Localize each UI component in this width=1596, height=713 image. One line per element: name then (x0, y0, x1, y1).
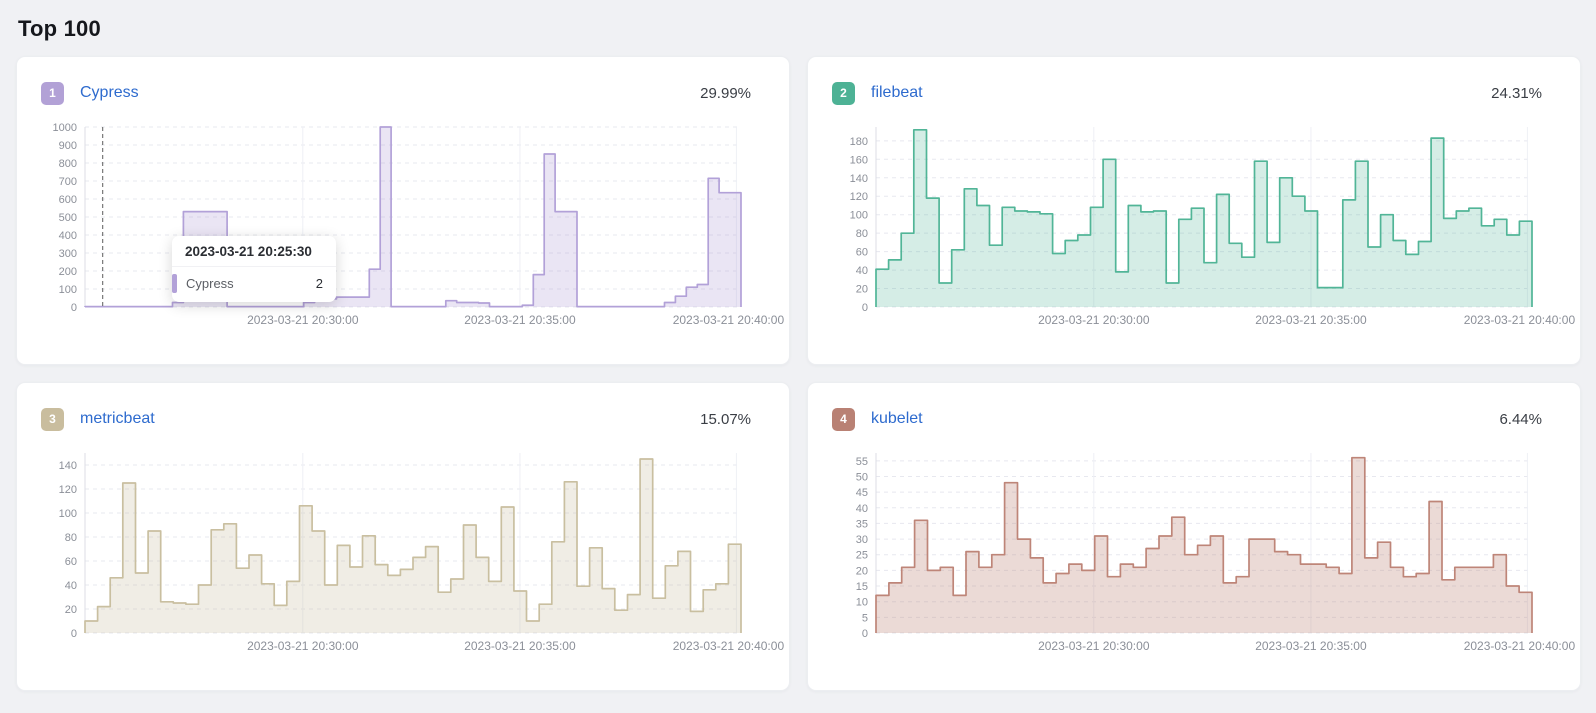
svg-text:2023-03-21 20:35:00: 2023-03-21 20:35:00 (1255, 639, 1367, 653)
series-link-filebeat[interactable]: filebeat (871, 84, 923, 101)
tooltip-series-row: Cypress 2 (172, 274, 336, 293)
svg-text:2023-03-21 20:30:00: 2023-03-21 20:30:00 (1038, 313, 1150, 327)
svg-text:40: 40 (856, 265, 868, 277)
svg-text:700: 700 (59, 176, 77, 188)
svg-text:25: 25 (856, 550, 868, 562)
svg-text:2023-03-21 20:30:00: 2023-03-21 20:30:00 (247, 639, 359, 653)
svg-text:55: 55 (856, 456, 868, 468)
filebeat-time-series-chart[interactable]: 0 20 40 60 80 100 120 140 160 180 2023-03-21 20:30… (832, 117, 1576, 331)
svg-text:60: 60 (856, 247, 868, 259)
svg-text:10: 10 (856, 597, 868, 609)
chart-area-filebeat: 0 20 40 60 80 100 120 140 160 180 2023-03-21 20:30… (832, 117, 1575, 331)
chart-tooltip: 2023-03-21 20:25:30 Cypress 2 (172, 236, 336, 302)
svg-text:500: 500 (59, 212, 77, 224)
chart-area-kubelet: 0 5 10 15 20 25 30 35 40 45 50 55 2023-03-21 20:30:0… (832, 443, 1575, 657)
svg-text:180: 180 (850, 136, 868, 148)
card-header: 1 Cypress 29.99% (41, 81, 765, 105)
svg-text:2023-03-21 20:35:00: 2023-03-21 20:35:00 (464, 313, 576, 327)
percent-value: 29.99% (700, 84, 751, 102)
svg-text:2023-03-21 20:40:00: 2023-03-21 20:40:00 (673, 313, 785, 327)
card-header: 4 kubelet 6.44% (832, 407, 1556, 431)
tooltip-series-value: 2 (315, 276, 323, 291)
svg-text:100: 100 (59, 508, 77, 520)
svg-text:0: 0 (862, 302, 868, 314)
svg-text:2023-03-21 20:40:00: 2023-03-21 20:40:00 (1464, 639, 1576, 653)
percent-value: 24.31% (1491, 84, 1542, 102)
rank-badge: 3 (41, 407, 64, 431)
svg-text:140: 140 (850, 173, 868, 185)
svg-text:35: 35 (856, 518, 868, 530)
page-title: Top 100 (18, 16, 101, 41)
chart-card-cypress: 1 Cypress 29.99% 0 100 200 300 400 500 600 700 8… (16, 56, 790, 365)
rank-badge: 4 (832, 407, 855, 431)
svg-text:900: 900 (59, 140, 77, 152)
svg-text:80: 80 (65, 532, 77, 544)
percent-value: 15.07% (700, 410, 751, 428)
chart-area-cypress: 0 100 200 300 400 500 600 700 800 900 1000 2023-03-… (41, 117, 785, 331)
svg-text:50: 50 (856, 471, 868, 483)
rank-badge: 2 (832, 81, 855, 105)
metricbeat-time-series-chart[interactable]: 0 20 40 60 80 100 120 140 2023-03-21 20:30:00 202… (41, 443, 785, 657)
svg-text:20: 20 (856, 284, 868, 296)
chart-card-metricbeat: 3 metricbeat 15.07% 0 20 40 60 80 100 120 140 20… (16, 382, 790, 691)
svg-text:100: 100 (850, 210, 868, 222)
svg-text:40: 40 (65, 580, 77, 592)
svg-text:600: 600 (59, 194, 77, 206)
svg-text:20: 20 (65, 604, 77, 616)
svg-text:45: 45 (856, 487, 868, 499)
svg-text:200: 200 (59, 266, 77, 278)
svg-text:160: 160 (850, 154, 868, 166)
chart-grid: 1 Cypress 29.99% 0 100 200 300 400 500 600 700 8… (16, 56, 1581, 691)
svg-text:80: 80 (856, 228, 868, 240)
svg-text:2023-03-21 20:35:00: 2023-03-21 20:35:00 (464, 639, 576, 653)
svg-text:0: 0 (71, 628, 77, 640)
svg-text:300: 300 (59, 248, 77, 260)
svg-text:40: 40 (856, 503, 868, 515)
cypress-time-series-chart[interactable]: 0 100 200 300 400 500 600 700 800 900 1000 2023-03-… (41, 117, 785, 331)
card-header: 2 filebeat 24.31% (832, 81, 1556, 105)
kubelet-time-series-chart[interactable]: 0 5 10 15 20 25 30 35 40 45 50 55 2023-03-21 20:30:0… (832, 443, 1576, 657)
svg-text:2023-03-21 20:35:00: 2023-03-21 20:35:00 (1255, 313, 1367, 327)
series-link-kubelet[interactable]: kubelet (871, 410, 923, 427)
chart-card-kubelet: 4 kubelet 6.44% 0 5 10 15 20 25 30 35 40 45 50 55 20… (807, 382, 1581, 691)
svg-text:2023-03-21 20:30:00: 2023-03-21 20:30:00 (1038, 639, 1150, 653)
svg-text:1000: 1000 (53, 122, 77, 134)
percent-value: 6.44% (1499, 410, 1542, 428)
chart-card-filebeat: 2 filebeat 24.31% 0 20 40 60 80 100 120 140 160 1… (807, 56, 1581, 365)
svg-text:120: 120 (850, 191, 868, 203)
svg-text:140: 140 (59, 460, 77, 472)
svg-text:2023-03-21 20:30:00: 2023-03-21 20:30:00 (247, 313, 359, 327)
svg-text:60: 60 (65, 556, 77, 568)
svg-text:15: 15 (856, 581, 868, 593)
svg-text:2023-03-21 20:40:00: 2023-03-21 20:40:00 (1464, 313, 1576, 327)
series-link-metricbeat[interactable]: metricbeat (80, 410, 155, 427)
tooltip-series-marker-icon (172, 274, 177, 293)
card-header: 3 metricbeat 15.07% (41, 407, 765, 431)
tooltip-series-name: Cypress (186, 276, 234, 291)
svg-text:30: 30 (856, 534, 868, 546)
svg-text:400: 400 (59, 230, 77, 242)
svg-text:5: 5 (862, 612, 868, 624)
dashboard-page: Top 100 1 Cypress 29.99% 0 100 200 300 400 50… (16, 16, 1581, 691)
svg-text:20: 20 (856, 565, 868, 577)
chart-area-metricbeat: 0 20 40 60 80 100 120 140 2023-03-21 20:30:00 202… (41, 443, 784, 657)
rank-badge: 1 (41, 81, 64, 105)
svg-text:800: 800 (59, 158, 77, 170)
svg-text:0: 0 (862, 628, 868, 640)
svg-text:120: 120 (59, 484, 77, 496)
svg-text:0: 0 (71, 302, 77, 314)
svg-text:2023-03-21 20:40:00: 2023-03-21 20:40:00 (673, 639, 785, 653)
series-link-cypress[interactable]: Cypress (80, 84, 139, 101)
svg-text:100: 100 (59, 284, 77, 296)
tooltip-timestamp: 2023-03-21 20:25:30 (172, 244, 336, 267)
